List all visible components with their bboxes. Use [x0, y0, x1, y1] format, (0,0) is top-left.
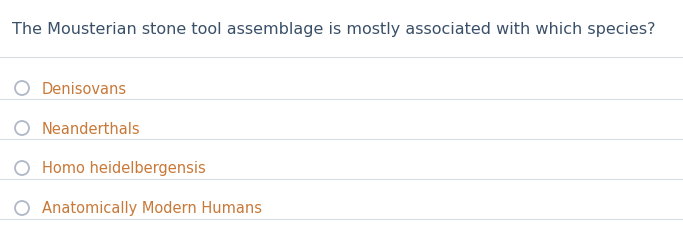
- Text: Neanderthals: Neanderthals: [42, 121, 141, 136]
- Text: Anatomically Modern Humans: Anatomically Modern Humans: [42, 201, 262, 216]
- Text: The Mousterian stone tool assemblage is mostly associated with which species?: The Mousterian stone tool assemblage is …: [12, 22, 656, 37]
- Text: Denisovans: Denisovans: [42, 81, 127, 96]
- Text: Homo heidelbergensis: Homo heidelbergensis: [42, 161, 206, 176]
